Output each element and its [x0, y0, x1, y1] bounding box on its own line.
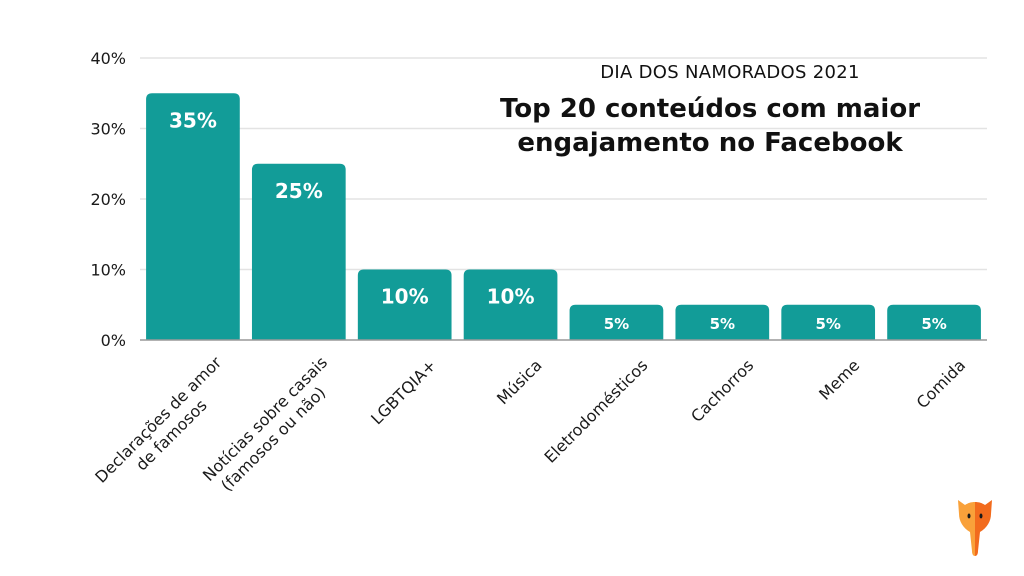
fox-logo-icon	[955, 496, 995, 562]
data-label: 10%	[487, 285, 535, 309]
data-label: 35%	[169, 108, 217, 132]
chart-title-line-1: Top 20 conteúdos com maior	[499, 94, 921, 124]
x-tick-label: Notícias sobre casais(famosos ou não)	[199, 353, 331, 495]
bar	[357, 269, 452, 340]
bar	[887, 304, 981, 340]
bar	[251, 163, 346, 340]
bar	[781, 304, 876, 340]
x-tick-label-line: Cachorros	[687, 356, 757, 426]
x-tick-label: Eletrodomésticos	[540, 356, 651, 467]
x-tick-label: LGBTQIA+	[367, 356, 440, 429]
bar	[675, 304, 770, 340]
x-tick-label: Música	[493, 356, 546, 409]
data-labels: 35% 25% 10% 10% 5% 5% 5% 5%	[169, 108, 947, 333]
x-tick-label-line: Música	[493, 356, 546, 409]
x-tick-label-line: LGBTQIA+	[367, 356, 440, 429]
data-label: 5%	[921, 315, 946, 333]
x-tick-label-line: Eletrodomésticos	[540, 356, 651, 467]
y-tick-label: 30%	[90, 120, 126, 139]
y-tick-labels: 0% 10% 20% 30% 40%	[90, 49, 126, 350]
data-label: 25%	[275, 179, 323, 203]
y-tick-label: 10%	[90, 261, 126, 280]
y-tick-label: 20%	[90, 190, 126, 209]
y-tick-label: 40%	[90, 49, 126, 68]
bars	[146, 93, 981, 340]
data-label: 5%	[815, 315, 840, 333]
y-tick-label: 0%	[101, 331, 126, 350]
x-tick-label-line: Comida	[913, 356, 970, 413]
chart-subtitle: DIA DOS NAMORADOS 2021	[600, 62, 860, 83]
bar	[569, 304, 664, 340]
chart-title: Top 20 conteúdos com maior engajamento n…	[470, 92, 950, 160]
x-tick-label: Cachorros	[687, 356, 757, 426]
data-label: 5%	[710, 315, 735, 333]
data-label: 10%	[381, 285, 429, 309]
x-tick-label: Meme	[815, 356, 863, 404]
bar	[463, 269, 558, 340]
x-tick-label: Comida	[913, 356, 970, 413]
chart-title-line-2: engajamento no Facebook	[517, 128, 903, 158]
x-tick-label-line: Meme	[815, 356, 863, 404]
data-label: 5%	[604, 315, 629, 333]
bar	[146, 93, 240, 340]
